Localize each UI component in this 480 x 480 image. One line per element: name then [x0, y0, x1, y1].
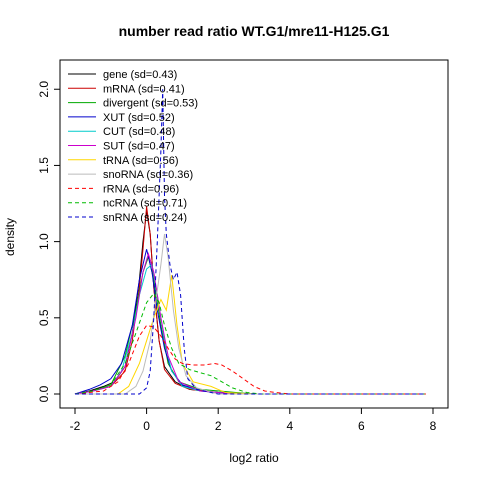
series-line-4 [74, 263, 426, 395]
density-curves [74, 89, 426, 395]
y-axis-label: density [3, 218, 17, 256]
y-tick-label: 0.0 [37, 385, 51, 402]
x-tick-label: 0 [143, 419, 150, 433]
series-line-10 [75, 89, 426, 395]
y-tick-label: 1.5 [37, 157, 51, 174]
series-line-5 [74, 252, 426, 395]
y-tick-label: 1.0 [37, 233, 51, 250]
x-tick-label: 4 [286, 419, 293, 433]
legend-entry: CUT (sd=0.48) [103, 126, 175, 138]
legend-entry: snRNA (sd=0.24) [103, 212, 187, 224]
plot-frame [59, 59, 449, 409]
axes: -2 0 2 4 6 8 0.0 0.5 1.0 1.5 2.0 [37, 59, 449, 433]
legend-entry: gene (sd=0.43) [103, 69, 177, 81]
legend-entry: XUT (sd=0.52) [103, 112, 175, 124]
legend-entry: snoRNA (sd=0.36) [103, 169, 193, 181]
legend-entry: mRNA (sd=0.41) [103, 83, 185, 95]
series-line-7 [75, 233, 426, 395]
legend-entry: divergent (sd=0.53) [103, 98, 198, 110]
y-tick-label: 2.0 [37, 81, 51, 98]
legend-entry: tRNA (sd=0.56) [103, 155, 179, 167]
x-tick-label: -2 [70, 419, 81, 433]
series-line-9 [74, 292, 426, 395]
series-line-2 [74, 255, 426, 395]
series-line-6 [75, 275, 426, 395]
legend: gene (sd=0.43) mRNA (sd=0.41) divergent (s… [68, 69, 198, 224]
x-axis-label: log2 ratio [229, 451, 279, 465]
legend-entry: SUT (sd=0.47) [103, 141, 175, 153]
series-line-3 [74, 249, 426, 395]
x-tick-label: 6 [358, 419, 365, 433]
y-tick-label: 0.5 [37, 309, 51, 326]
chart-title: number read ratio WT.G1/mre11-H125.G1 [119, 23, 390, 39]
x-tick-label: 2 [215, 419, 222, 433]
series-line-0 [74, 211, 426, 395]
series-line-8 [74, 324, 426, 395]
legend-entry: ncRNA (sd=0.71) [103, 198, 187, 210]
x-tick-label: 8 [430, 419, 437, 433]
legend-entry: rRNA (sd=0.96) [103, 183, 179, 195]
